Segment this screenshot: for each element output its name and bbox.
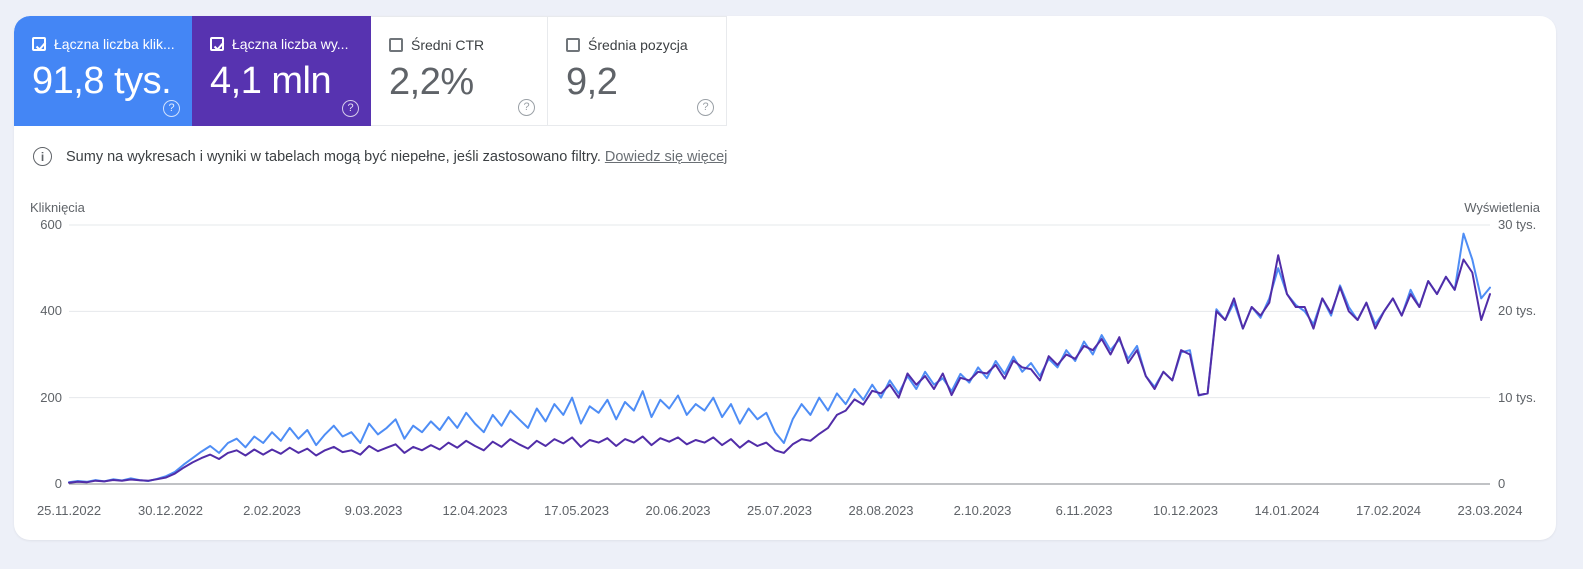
checkbox-checked-icon[interactable]: [32, 37, 47, 51]
help-icon[interactable]: ?: [697, 99, 714, 116]
metric-cards-row: Łączna liczba klik... 91,8 tys. ? Łączna…: [14, 16, 727, 126]
help-icon[interactable]: ?: [342, 100, 359, 117]
performance-panel: Łączna liczba klik... 91,8 tys. ? Łączna…: [14, 16, 1556, 540]
card-label: Łączna liczba wy...: [232, 36, 349, 52]
learn-more-link[interactable]: Dowiedz się więcej: [604, 148, 728, 165]
performance-chart-svg[interactable]: [14, 16, 1556, 540]
info-icon: i: [33, 147, 52, 166]
banner-message: Sumy na wykresach i wyniki w tabelach mo…: [66, 148, 601, 165]
card-average-ctr[interactable]: Średni CTR 2,2% ?: [371, 16, 548, 126]
average-position-value: 9,2: [566, 61, 618, 103]
help-icon[interactable]: ?: [518, 99, 535, 116]
card-label: Łączna liczba klik...: [54, 36, 175, 52]
card-label: Średnia pozycja: [588, 37, 688, 53]
card-total-clicks[interactable]: Łączna liczba klik... 91,8 tys. ?: [14, 16, 192, 126]
total-impressions-value: 4,1 mln: [210, 60, 332, 102]
checkbox-checked-icon[interactable]: [210, 37, 225, 51]
filters-info-banner: i Sumy na wykresach i wyniki w tabelach …: [33, 147, 727, 166]
card-total-impressions-head: Łączna liczba wy...: [210, 36, 371, 52]
checkbox-empty-icon[interactable]: [566, 38, 580, 52]
card-total-impressions[interactable]: Łączna liczba wy... 4,1 mln ?: [192, 16, 371, 126]
checkbox-empty-icon[interactable]: [389, 38, 403, 52]
card-total-clicks-head: Łączna liczba klik...: [32, 36, 192, 52]
average-ctr-value: 2,2%: [389, 61, 474, 103]
card-label: Średni CTR: [411, 37, 485, 53]
performance-chart[interactable]: Kliknięcia Wyświetlenia 0 0 200 10 tys. 400 2…: [14, 16, 1556, 540]
card-average-position-head: Średnia pozycja: [566, 37, 726, 53]
help-icon[interactable]: ?: [163, 100, 180, 117]
banner-text: Sumy na wykresach i wyniki w tabelach mo…: [66, 149, 727, 165]
card-average-position[interactable]: Średnia pozycja 9,2 ?: [548, 16, 727, 126]
card-average-ctr-head: Średni CTR: [389, 37, 547, 53]
series-line-left[interactable]: [68, 232, 1491, 484]
total-clicks-value: 91,8 tys.: [32, 60, 172, 102]
series-line-right[interactable]: [68, 254, 1491, 484]
